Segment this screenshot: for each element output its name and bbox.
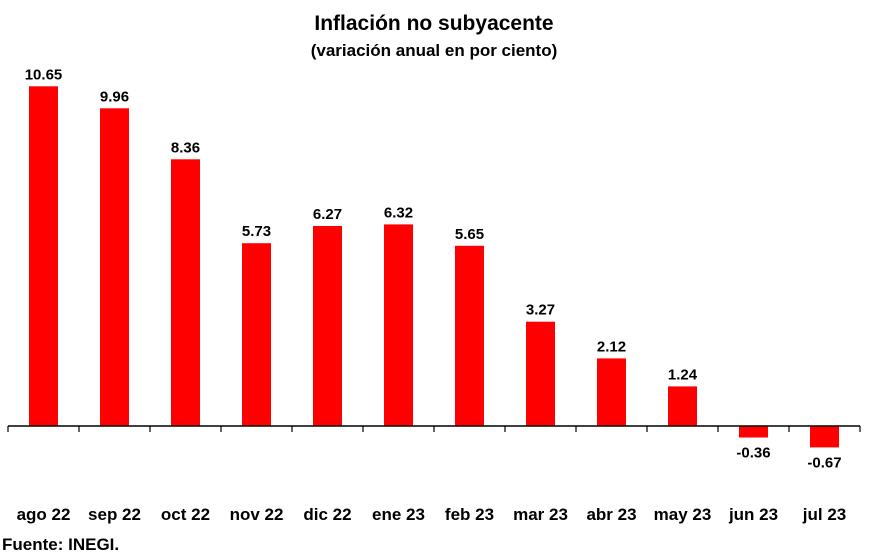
x-tick-label: nov 22 — [230, 505, 284, 524]
x-tick-label: ago 22 — [17, 505, 71, 524]
data-label: 10.65 — [25, 66, 63, 83]
bar-oct-22 — [171, 159, 200, 427]
chart-title: Inflación no subyacente — [314, 12, 553, 35]
data-label: 2.12 — [597, 338, 626, 355]
x-tick-label: sep 22 — [88, 505, 141, 524]
data-label: 9.96 — [100, 88, 129, 105]
data-label: 1.24 — [668, 366, 698, 383]
bar-ene-23 — [384, 224, 413, 426]
data-label: -0.67 — [807, 454, 841, 471]
data-labels-group: 10.65 9.96 8.36 5.73 6.27 6.32 5.65 3.27 2.12 1.2… — [25, 66, 842, 471]
data-label: 6.32 — [384, 204, 413, 221]
x-tick-label: jun 23 — [728, 505, 778, 524]
x-tick-label: abr 23 — [586, 505, 636, 524]
x-tick-label: may 23 — [654, 505, 712, 524]
bar-jul-23 — [810, 426, 839, 448]
source-note: Fuente: INEGI. — [2, 535, 120, 554]
bar-may-23 — [668, 386, 697, 426]
x-tick-label: oct 22 — [161, 505, 210, 524]
data-label: -0.36 — [736, 445, 770, 462]
data-label: 6.27 — [313, 206, 342, 223]
bars-group — [29, 86, 839, 448]
bar-ago-22 — [29, 86, 58, 427]
bar-sep-22 — [100, 108, 129, 427]
x-tick-label: ene 23 — [372, 505, 425, 524]
x-tick-label: dic 22 — [303, 505, 351, 524]
data-label: 5.65 — [455, 226, 484, 243]
data-label: 8.36 — [171, 139, 200, 156]
x-tick-label: mar 23 — [513, 505, 568, 524]
bar-abr-23 — [597, 358, 626, 426]
x-tick-label: jul 23 — [802, 505, 846, 524]
bar-dic-22 — [313, 226, 342, 426]
bar-feb-23 — [455, 245, 484, 426]
bar-nov-22 — [242, 243, 271, 426]
bar-jun-23 — [739, 426, 768, 438]
data-label: 3.27 — [526, 302, 555, 319]
x-axis — [7, 425, 861, 432]
x-tick-label: feb 23 — [445, 505, 494, 524]
bar-mar-23 — [526, 321, 555, 426]
data-label: 5.73 — [242, 223, 271, 240]
x-tick-labels-group: ago 22 sep 22 oct 22 nov 22 dic 22 ene 23 feb … — [17, 505, 847, 524]
chart-subtitle: (variación anual en por ciento) — [311, 41, 558, 60]
